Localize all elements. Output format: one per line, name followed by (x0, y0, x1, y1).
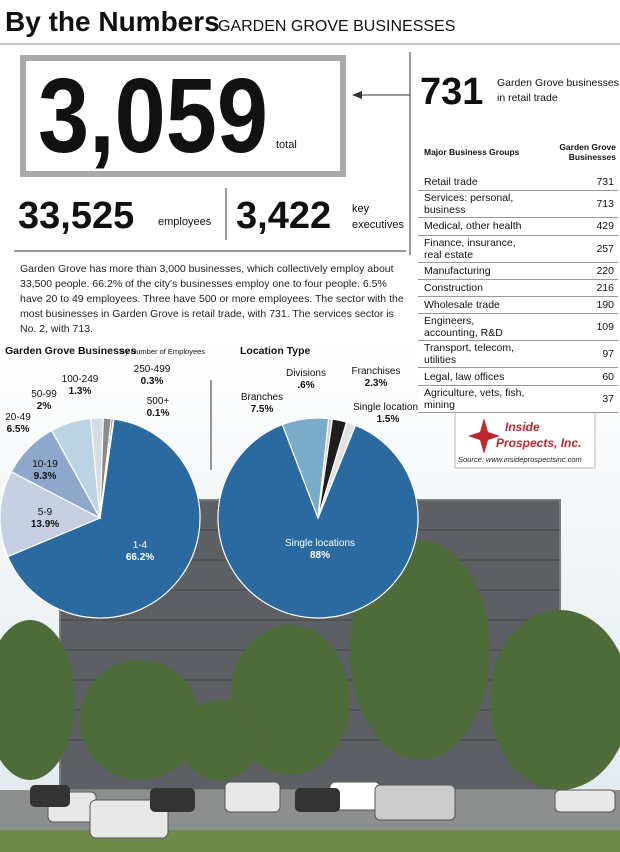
table-cell: 190 (533, 296, 618, 315)
chart-title: Garden Grove Businesses (5, 345, 136, 357)
title: By the Numbers (5, 6, 220, 37)
slice-label: 5-9 (38, 507, 53, 518)
slice-value: 6.5% (7, 424, 30, 435)
employees-value: 33,525 (18, 195, 134, 237)
total-value: 3,059 (38, 57, 268, 175)
table-row: Medical, other health 429 (418, 217, 618, 236)
table-cell: Transport, telecom, utilities (418, 340, 534, 369)
slice-label: Divisions (286, 368, 326, 379)
column-header: Major Business Groups (424, 147, 520, 157)
slice-value: 1.5% (377, 414, 400, 425)
table-cell: 37 (533, 385, 618, 413)
logo-source: Source: www.insideprospectsinc.com (458, 455, 582, 464)
table-cell: 429 (533, 217, 618, 236)
table-cell: Legal, law offices (418, 367, 534, 386)
logo (454, 411, 596, 469)
table-cell: 220 (533, 262, 618, 280)
table-row: Engineers, accounting, R&D 109 (418, 313, 618, 342)
slice-value: 2% (37, 401, 52, 412)
table-row: Retail trade 731 (418, 174, 618, 192)
table-cell: 257 (533, 235, 618, 263)
pie-slice (99, 418, 115, 519)
table-cell: 97 (533, 340, 618, 369)
table-row: Services: personal, business 713 (418, 190, 618, 219)
slice-label: Franchises (352, 366, 401, 377)
table-cell: 731 (533, 174, 618, 192)
slice-label: 100-249 (62, 374, 99, 385)
slice-label: 500+ (147, 396, 170, 407)
table-cell: Services: personal, business (418, 190, 534, 219)
slice-value: 2.3% (365, 378, 388, 389)
logo-name: Inside (505, 420, 540, 434)
slice-value: 13.9% (31, 519, 59, 530)
executives-label: key (352, 203, 370, 215)
executives-value: 3,422 (236, 195, 331, 237)
retail-label: Garden Grove businesses (497, 77, 619, 89)
table-cell: Retail trade (418, 174, 534, 192)
slice-label: Single locations (353, 402, 423, 413)
slice-label: 20-49 (5, 412, 31, 423)
pie-slice (6, 418, 201, 619)
table-cell: Manufacturing (418, 262, 534, 280)
slice-label: 50-99 (31, 389, 57, 400)
business-table: Major Business Groups Garden Grove Busine… (418, 140, 618, 413)
pie-slice (317, 421, 357, 519)
pie-slice (217, 423, 419, 619)
executives-label: executives (352, 219, 404, 231)
logo-name: Prospects, Inc. (496, 436, 581, 450)
table-cell: Agriculture, vets, fish, mining (418, 385, 534, 413)
subtitle: GARDEN GROVE BUSINESSES (218, 18, 455, 35)
retail-value: 731 (420, 71, 483, 113)
slice-value: .6% (297, 380, 314, 391)
slice-value: 0.3% (141, 376, 164, 387)
slice-value: 66.2% (126, 552, 154, 563)
table-row: Legal, law offices 60 (418, 367, 618, 386)
retail-label: in retail trade (497, 92, 558, 104)
table-row: Finance, insurance, real estate 257 (418, 235, 618, 263)
slice-value: 88% (310, 550, 330, 561)
employees-label: employees (158, 216, 212, 228)
table-cell: Finance, insurance, real estate (418, 235, 534, 263)
chart-subtitle: By Number of Employees (120, 347, 205, 356)
photo-trees (0, 540, 620, 790)
chart-title: Location Type (240, 345, 311, 357)
pie-charts: 1-466.2%5-913.9%10-199.3%20-496.5%50-992… (0, 364, 423, 619)
total-label: total (276, 139, 297, 151)
slice-label: 10-19 (32, 459, 58, 470)
table-cell: Engineers, accounting, R&D (418, 313, 534, 342)
slice-value: 1.3% (69, 386, 92, 397)
slice-label: Single locations (285, 538, 355, 549)
slice-value: 7.5% (251, 404, 274, 415)
table-row: Wholesale trade 190 (418, 296, 618, 315)
table-cell: 216 (533, 279, 618, 298)
table-cell: 60 (533, 367, 618, 386)
slice-label: 250-499 (134, 364, 171, 375)
table-row: Agriculture, vets, fish, mining 37 (418, 385, 618, 413)
slice-label: 1-4 (133, 540, 148, 551)
table-cell: Medical, other health (418, 217, 534, 236)
paragraph: Garden Grove has more than 3,000 busines… (20, 263, 404, 335)
pie-slice (0, 470, 102, 558)
table-row: Construction 216 (418, 279, 618, 298)
table-cell: 713 (533, 190, 618, 219)
table-cell: Wholesale trade (418, 296, 534, 315)
slice-label: Branches (241, 392, 283, 403)
slice-value: 9.3% (34, 471, 57, 482)
table-cell: Construction (418, 279, 534, 298)
table-row: Manufacturing 220 (418, 262, 618, 280)
slice-value: 0.1% (147, 408, 170, 419)
table-row: Transport, telecom, utilities 97 (418, 340, 618, 369)
column-header: Garden Grove Businesses (559, 142, 616, 162)
total-box (20, 55, 346, 177)
table-cell: 109 (533, 313, 618, 342)
